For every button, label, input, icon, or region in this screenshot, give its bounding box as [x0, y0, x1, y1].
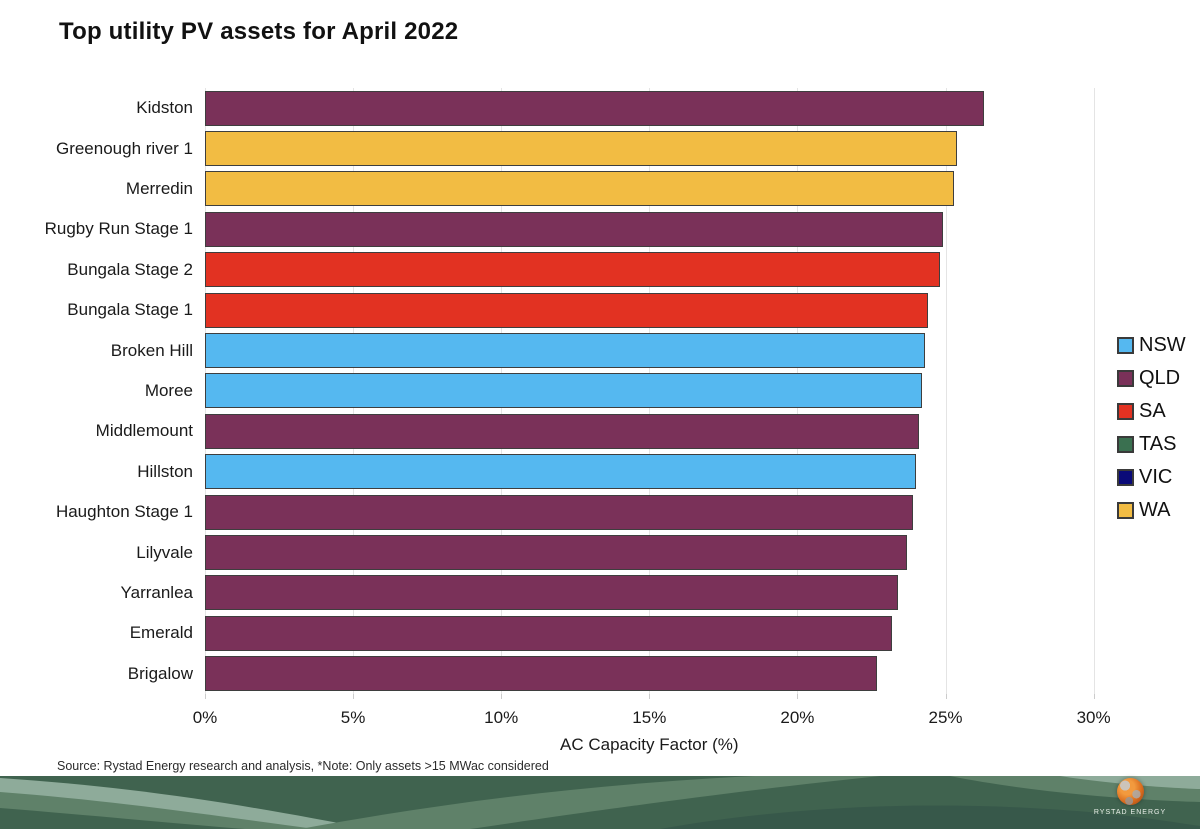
legend-label: NSW [1139, 334, 1186, 356]
category-label: Haughton Stage 1 [55, 502, 193, 522]
chart-row-middlemount: Middlemount [0, 411, 919, 451]
category-label: Middlemount [95, 421, 193, 441]
gridline-25% [945, 88, 947, 694]
category-label: Lilyvale [136, 542, 193, 562]
legend-swatch-sa [1117, 403, 1134, 420]
chart-row-broken-hill: Broken Hill [0, 330, 925, 370]
bar-haughton-stage-1[interactable] [205, 494, 913, 530]
bar-broken-hill[interactable] [205, 333, 925, 369]
category-label: Bungala Stage 2 [67, 259, 193, 279]
chart-row-kidston: Kidston [0, 88, 984, 128]
legend: NSW QLD SA TAS VIC WA [1117, 329, 1186, 527]
legend-item-wa[interactable]: WA [1117, 494, 1186, 527]
bar-yarranlea[interactable] [205, 575, 899, 611]
chart-row-hillston: Hillston [0, 452, 916, 492]
legend-swatch-tas [1117, 436, 1134, 453]
footer-wave-graphic [0, 776, 1200, 829]
rystad-energy-logo: RYSTAD ENERGY [1087, 778, 1173, 824]
x-tick-label: 0% [192, 708, 218, 727]
legend-swatch-nsw [1117, 337, 1134, 354]
legend-item-sa[interactable]: SA [1117, 395, 1186, 428]
bar-bungala-stage-1[interactable] [205, 292, 928, 328]
category-label: Yarranlea [120, 582, 193, 602]
source-note: Source: Rystad Energy research and analy… [57, 759, 549, 773]
category-label: Bungala Stage 1 [67, 300, 193, 320]
gridline-30% [1093, 88, 1095, 694]
legend-label: QLD [1139, 367, 1181, 389]
x-tick-label: 30% [1076, 708, 1111, 727]
x-tickmark [501, 694, 503, 699]
bar-middlemount[interactable] [205, 413, 919, 449]
x-axis-label: AC Capacity Factor (%) [560, 735, 739, 754]
x-tickmark [797, 694, 799, 699]
x-tick-label: 5% [340, 708, 366, 727]
x-tickmark [353, 694, 355, 699]
bar-emerald[interactable] [205, 615, 893, 651]
chart-row-emerald: Emerald [0, 613, 893, 653]
legend-item-tas[interactable]: TAS [1117, 428, 1186, 461]
category-label: Merredin [125, 178, 193, 198]
bar-merredin[interactable] [205, 171, 955, 207]
chart-row-bungala-stage-1: Bungala Stage 1 [0, 290, 928, 330]
x-tickmark [649, 694, 651, 699]
legend-swatch-vic [1117, 469, 1134, 486]
legend-label: TAS [1139, 433, 1177, 455]
category-label: Broken Hill [110, 340, 193, 360]
category-label: Hillston [137, 461, 193, 481]
legend-label: VIC [1139, 466, 1173, 488]
chart-title: Top utility PV assets for April 2022 [59, 18, 459, 45]
category-label: Emerald [129, 623, 193, 643]
bar-brigalow[interactable] [205, 656, 878, 692]
legend-label: SA [1139, 400, 1166, 422]
legend-swatch-wa [1117, 502, 1134, 519]
bar-moree[interactable] [205, 373, 922, 409]
x-tick-label: 20% [780, 708, 815, 727]
bar-kidston[interactable] [205, 90, 984, 126]
legend-swatch-qld [1117, 370, 1134, 387]
legend-label: WA [1139, 499, 1171, 521]
chart-row-greenough-river-1: Greenough river 1 [0, 128, 958, 168]
category-label: Rugby Run Stage 1 [44, 219, 193, 239]
x-tickmark [1093, 694, 1095, 699]
chart-row-brigalow: Brigalow [0, 654, 878, 694]
chart-row-rugby-run-stage-1: Rugby Run Stage 1 [0, 209, 943, 249]
chart-row-haughton-stage-1: Haughton Stage 1 [0, 492, 913, 532]
x-tick-label: 10% [484, 708, 519, 727]
chart-row-merredin: Merredin [0, 169, 955, 209]
bar-lilyvale[interactable] [205, 535, 907, 571]
legend-item-nsw[interactable]: NSW [1117, 329, 1186, 362]
chart-row-moree: Moree [0, 371, 922, 411]
category-label: Kidston [136, 98, 193, 118]
chart-row-lilyvale: Lilyvale [0, 532, 907, 572]
category-label: Moree [144, 380, 193, 400]
bar-bungala-stage-2[interactable] [205, 252, 940, 288]
bar-rugby-run-stage-1[interactable] [205, 211, 943, 247]
rystad-globe-icon [1116, 778, 1144, 805]
category-label: Brigalow [127, 663, 193, 683]
x-tick-label: 15% [632, 708, 667, 727]
footer-band: RYSTAD ENERGY [0, 776, 1200, 829]
chart-row-yarranlea: Yarranlea [0, 573, 899, 613]
x-tick-label: 25% [928, 708, 963, 727]
legend-item-vic[interactable]: VIC [1117, 461, 1186, 494]
legend-item-qld[interactable]: QLD [1117, 362, 1186, 395]
chart-row-bungala-stage-2: Bungala Stage 2 [0, 250, 940, 290]
bar-hillston[interactable] [205, 454, 916, 490]
category-label: Greenough river 1 [55, 138, 193, 158]
x-tickmark [945, 694, 947, 699]
x-tickmark [205, 694, 206, 699]
bar-greenough-river-1[interactable] [205, 131, 958, 167]
rystad-brand-name: RYSTAD ENERGY [1093, 809, 1167, 816]
